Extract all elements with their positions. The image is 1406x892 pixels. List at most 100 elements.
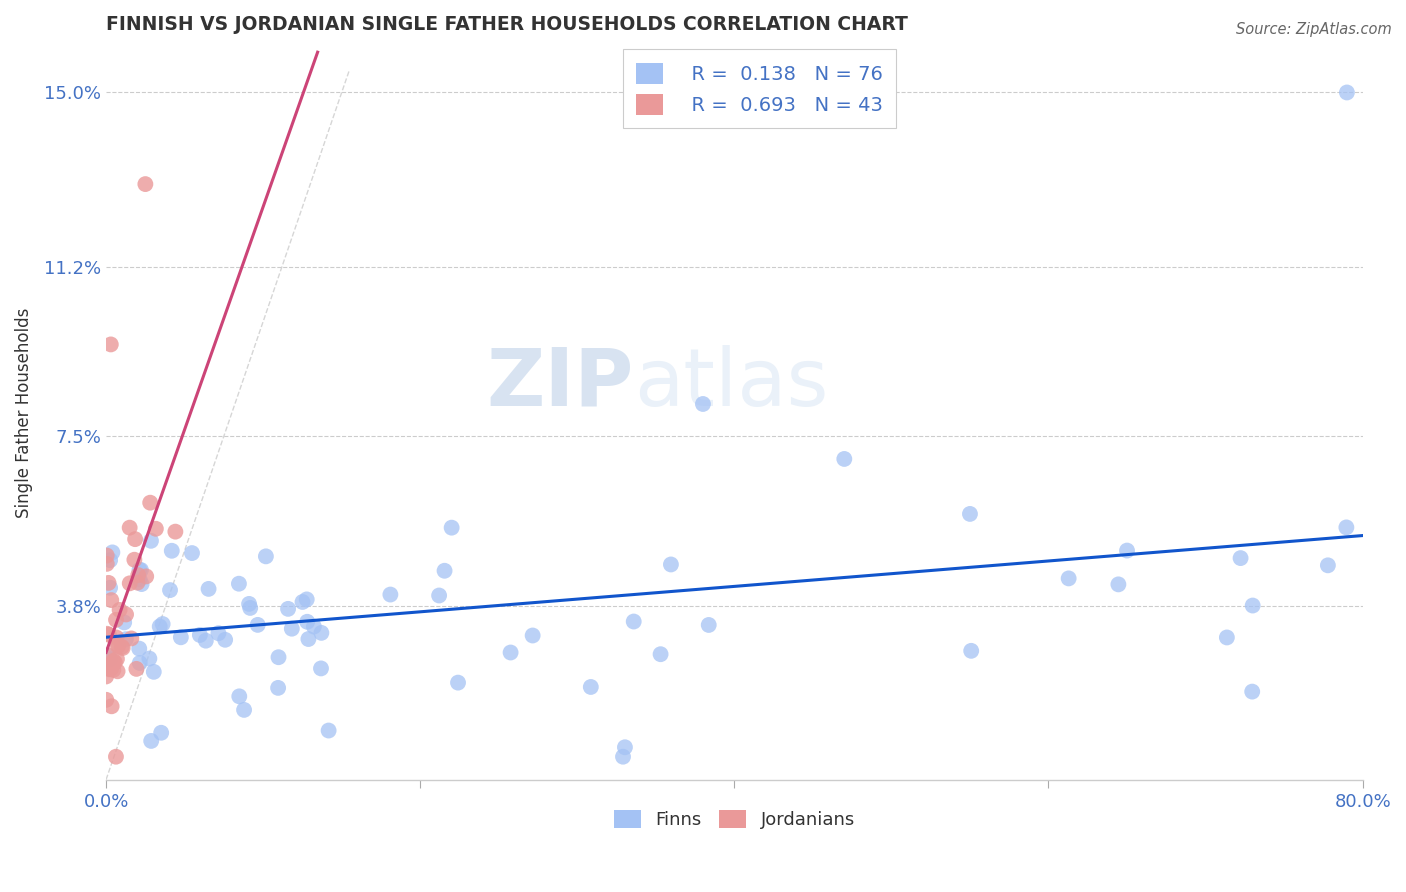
Point [959,507,981,521]
Point [267,681,290,695]
Point [427,589,450,603]
Point [131,577,153,591]
Point [135,569,157,583]
Point [100,660,122,674]
Point [134,177,156,191]
Point [96,693,118,707]
Point [112,615,135,630]
Y-axis label: Single Father Households: Single Father Households [15,308,32,518]
Point [98,652,121,666]
Point [107,639,129,653]
Point [111,640,134,655]
Point [1116,543,1139,558]
Point [105,613,128,627]
Point [124,552,146,566]
Point [105,652,128,666]
Point [160,543,183,558]
Point [613,740,636,755]
Point [100,337,122,351]
Point [97,648,120,662]
Point [295,592,318,607]
Point [1241,599,1264,613]
Point [128,641,150,656]
Point [165,524,187,539]
Point [139,496,162,510]
Point [145,522,167,536]
Point [1107,577,1129,591]
Point [107,665,129,679]
Point [103,663,125,677]
Point [650,647,672,661]
Point [150,725,173,739]
Point [159,583,181,598]
Point [207,626,229,640]
Point [103,654,125,668]
Text: atlas: atlas [634,345,828,423]
Point [267,650,290,665]
Text: Source: ZipAtlas.com: Source: ZipAtlas.com [1236,22,1392,37]
Point [152,617,174,632]
Point [118,521,141,535]
Point [309,661,332,675]
Point [228,576,250,591]
Point [1316,558,1339,573]
Point [138,651,160,665]
Point [188,628,211,642]
Point [440,521,463,535]
Point [228,690,250,704]
Point [149,619,172,633]
Point [499,646,522,660]
Point [659,558,682,572]
Point [522,628,544,642]
Point [111,640,134,654]
Point [105,631,128,645]
Point [129,563,152,577]
Point [960,644,983,658]
Point [115,632,138,647]
Point [104,749,127,764]
Point [128,563,150,577]
Point [98,657,121,672]
Point [142,665,165,679]
Point [108,603,131,617]
Point [100,699,122,714]
Point [254,549,277,564]
Point [291,595,314,609]
Point [1336,86,1358,100]
Point [214,632,236,647]
Point [246,618,269,632]
Point [297,615,319,629]
Point [127,575,149,590]
Point [579,680,602,694]
Point [623,615,645,629]
Legend: Finns, Jordanians: Finns, Jordanians [606,803,862,837]
Point [311,625,333,640]
Point [139,533,162,548]
Point [834,452,856,467]
Point [1336,520,1358,534]
Point [98,649,121,664]
Point [170,630,193,644]
Point [101,545,124,559]
Point [1241,684,1264,698]
Point [96,549,118,563]
Point [1229,551,1251,566]
Point [1216,631,1239,645]
Text: ZIP: ZIP [486,345,634,423]
Point [447,675,470,690]
Point [197,582,219,596]
Point [433,564,456,578]
Point [98,581,121,595]
Point [118,576,141,591]
Point [97,628,120,642]
Point [318,723,340,738]
Point [96,661,118,675]
Point [181,546,204,560]
Point [1057,571,1080,585]
Point [692,397,714,411]
Point [697,618,720,632]
Point [120,632,142,646]
Point [612,749,634,764]
Point [277,602,299,616]
Point [98,662,121,676]
